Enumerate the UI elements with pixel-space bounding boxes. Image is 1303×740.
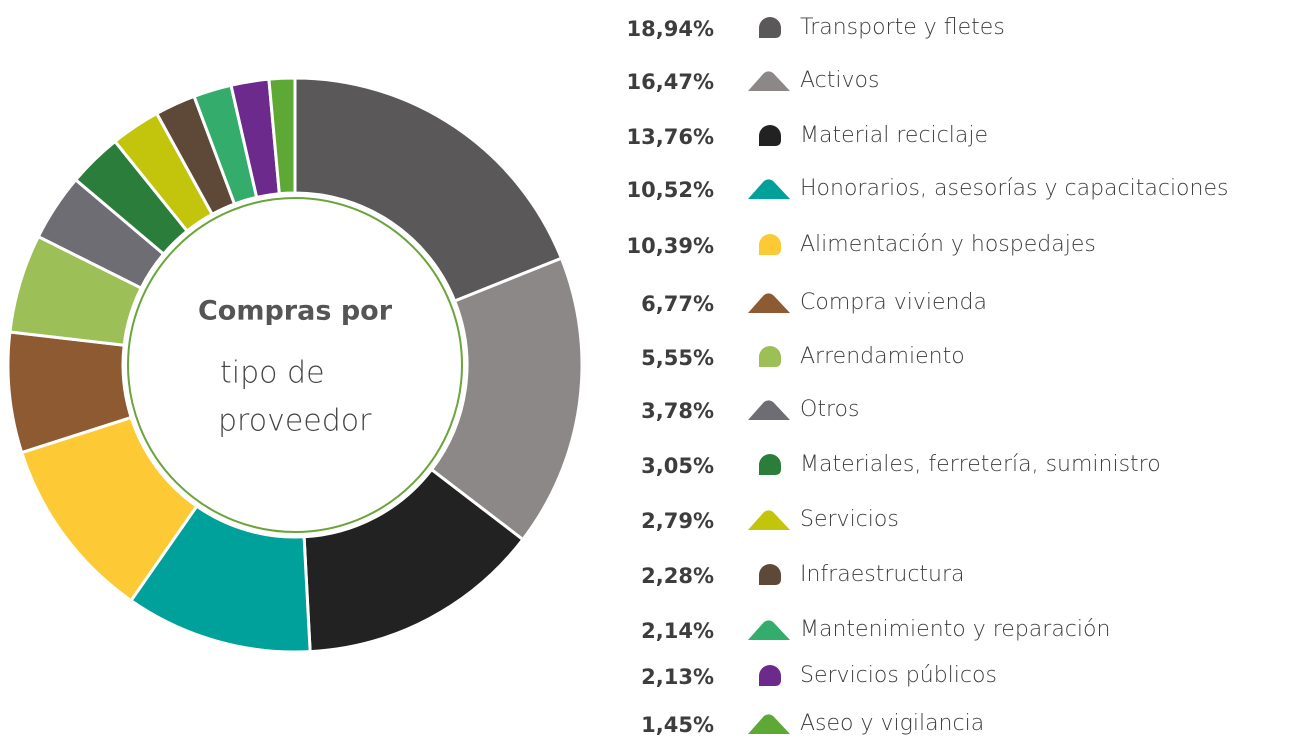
legend-icon xyxy=(748,510,790,530)
legend-icon xyxy=(748,714,790,734)
value-label: 1,45% xyxy=(641,713,714,737)
value-label: 2,14% xyxy=(641,619,714,643)
value-label: 2,79% xyxy=(641,509,714,533)
legend-label: Otros xyxy=(800,397,859,422)
legend-label: Material reciclaje xyxy=(800,123,988,148)
legend-icon xyxy=(748,179,790,199)
slice xyxy=(429,256,584,542)
center-line: proveedor xyxy=(218,404,372,439)
legend-label: Transporte y fletes xyxy=(800,15,1005,40)
legend-icon xyxy=(748,293,790,313)
legend-icon xyxy=(759,125,781,146)
legend-label: Mantenimiento y reparación xyxy=(800,617,1110,642)
center-line: tipo de xyxy=(220,356,325,391)
center-ring xyxy=(127,197,463,533)
legend-label: Infraestructura xyxy=(800,562,965,587)
legend-icon xyxy=(748,400,790,420)
legend-icon xyxy=(759,454,781,475)
value-label: 10,39% xyxy=(627,234,714,258)
legend-icon xyxy=(759,564,781,585)
legend-label: Servicios xyxy=(800,507,899,532)
legend-icon xyxy=(759,17,781,38)
center-title: Compras por xyxy=(198,296,393,327)
value-label: 13,76% xyxy=(627,125,714,149)
value-label: 16,47% xyxy=(627,70,714,94)
value-label: 10,52% xyxy=(627,178,714,202)
slice xyxy=(293,76,564,303)
value-label: 2,13% xyxy=(641,665,714,689)
legend-label: Arrendamiento xyxy=(800,344,965,369)
legend-label: Aseo y vigilancia xyxy=(800,711,984,736)
slice xyxy=(267,76,297,196)
value-label: 3,05% xyxy=(641,454,714,478)
value-label: 2,28% xyxy=(641,564,714,588)
legend-label: Compra vivienda xyxy=(800,290,987,315)
legend-icon xyxy=(748,620,790,640)
value-label: 6,77% xyxy=(641,292,714,316)
legend-label: Honorarios, asesorías y capacitaciones xyxy=(800,176,1228,201)
value-label: 5,55% xyxy=(641,346,714,370)
legend-icon xyxy=(759,346,781,367)
legend-icon xyxy=(748,71,790,91)
legend-label: Alimentación y hospedajes xyxy=(800,232,1096,257)
value-label: 3,78% xyxy=(641,399,714,423)
value-label: 18,94% xyxy=(627,17,714,41)
legend-label: Servicios públicos xyxy=(800,663,997,688)
legend-label: Materiales, ferretería, suministro xyxy=(800,452,1161,477)
legend-icon xyxy=(759,665,781,686)
legend-label: Activos xyxy=(800,68,879,93)
legend-icon xyxy=(759,234,781,255)
slices xyxy=(6,76,584,654)
